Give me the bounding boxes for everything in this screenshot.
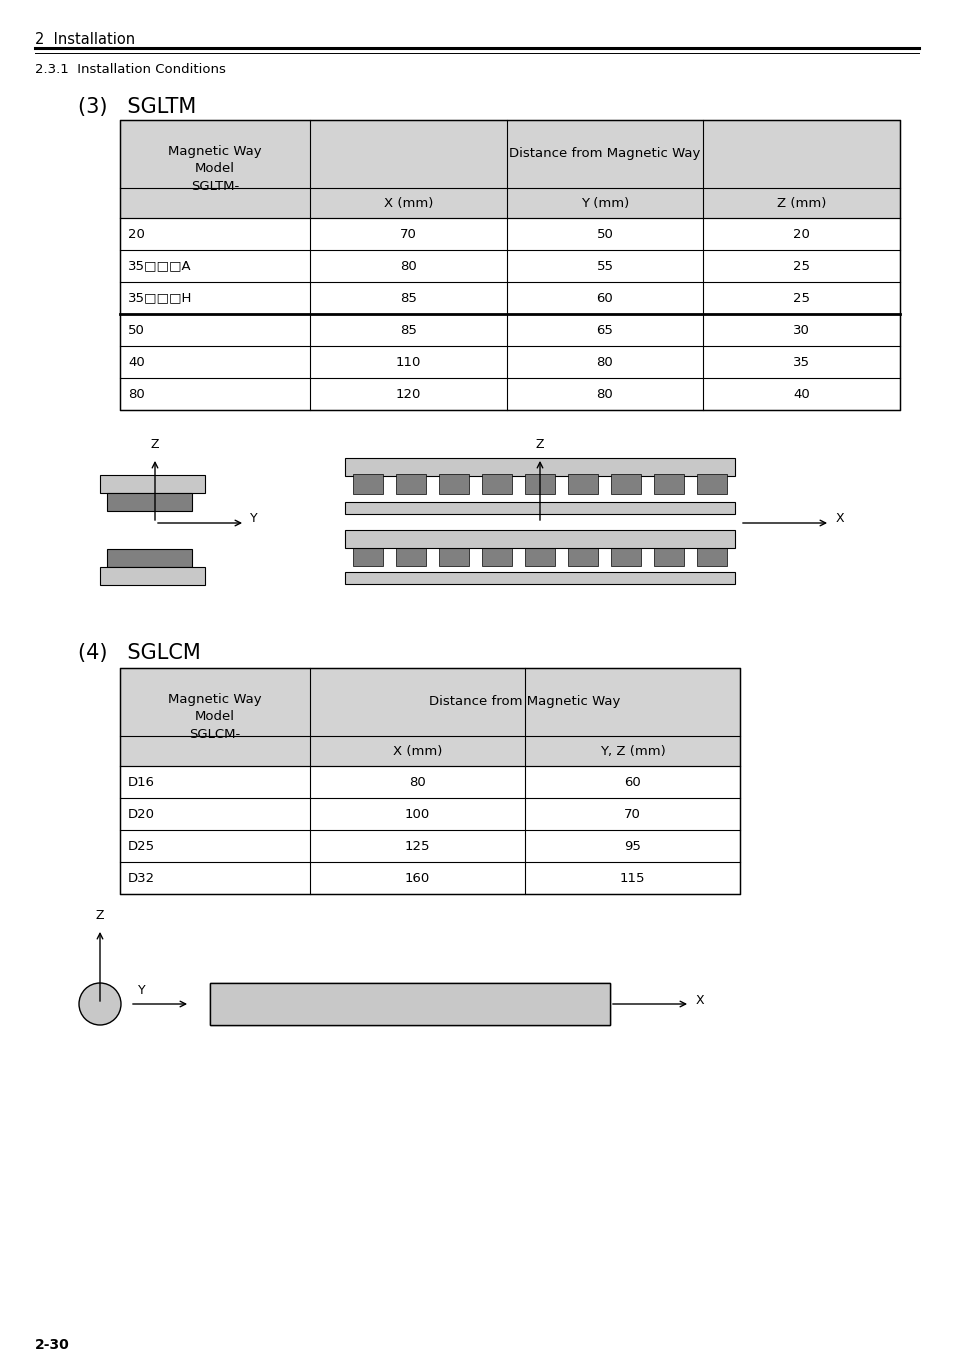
Text: 30: 30 (792, 323, 809, 337)
Bar (395, 546, 426, 566)
Text: Distance from Magnetic Way: Distance from Magnetic Way (509, 147, 700, 161)
Text: 100: 100 (404, 807, 430, 821)
Text: X: X (835, 512, 843, 526)
Text: (3)   SGLTM: (3) SGLTM (78, 97, 196, 118)
Bar (654, 546, 683, 566)
Text: (4)   SGLCM: (4) SGLCM (78, 644, 200, 662)
Text: 120: 120 (395, 388, 420, 400)
Bar (438, 475, 469, 493)
Bar (654, 475, 683, 493)
Bar (395, 475, 426, 493)
Text: Y: Y (250, 512, 257, 526)
Bar (345, 458, 734, 476)
Text: 25: 25 (792, 292, 809, 304)
Text: 55: 55 (596, 260, 613, 273)
Bar (353, 546, 382, 566)
Text: Z: Z (151, 438, 159, 452)
Bar (345, 572, 734, 584)
Text: 40: 40 (793, 388, 809, 400)
Bar (697, 475, 726, 493)
Text: 2-30: 2-30 (35, 1338, 70, 1352)
Text: 70: 70 (623, 807, 640, 821)
Text: 35: 35 (792, 356, 809, 369)
Bar (120, 120, 899, 410)
Bar (120, 668, 310, 767)
Bar (107, 493, 192, 511)
Text: 95: 95 (623, 840, 640, 853)
Text: 35□□□H: 35□□□H (128, 292, 193, 304)
Text: 80: 80 (399, 260, 416, 273)
Bar (100, 566, 205, 585)
Bar (107, 549, 192, 566)
Bar (100, 475, 205, 493)
Ellipse shape (79, 983, 121, 1025)
Bar (610, 475, 640, 493)
Text: X (mm): X (mm) (383, 196, 433, 210)
Bar (210, 983, 609, 1025)
Bar (481, 475, 512, 493)
Text: 35□□□A: 35□□□A (128, 260, 192, 273)
Bar (120, 120, 310, 218)
Bar (345, 530, 734, 548)
Text: D25: D25 (128, 840, 155, 853)
Text: D16: D16 (128, 776, 154, 788)
Text: 60: 60 (596, 292, 613, 304)
Bar (310, 120, 899, 188)
Bar (567, 475, 598, 493)
Bar (610, 546, 640, 566)
Text: X (mm): X (mm) (393, 745, 442, 757)
Bar (524, 475, 555, 493)
Text: 80: 80 (128, 388, 145, 400)
Bar (120, 668, 740, 894)
Bar (345, 502, 734, 514)
Text: 80: 80 (596, 356, 613, 369)
Text: X: X (696, 994, 704, 1006)
Bar (310, 668, 740, 735)
Text: 160: 160 (404, 872, 430, 884)
Text: 110: 110 (395, 356, 420, 369)
Text: Distance from Magnetic Way: Distance from Magnetic Way (429, 695, 620, 708)
Bar (310, 735, 740, 767)
Text: 125: 125 (404, 840, 430, 853)
Bar (567, 546, 598, 566)
Text: 40: 40 (128, 356, 145, 369)
Bar (697, 546, 726, 566)
Text: 115: 115 (619, 872, 644, 884)
Text: 80: 80 (409, 776, 425, 788)
Bar (310, 188, 899, 218)
Text: D32: D32 (128, 872, 155, 884)
Text: 25: 25 (792, 260, 809, 273)
Text: Y (mm): Y (mm) (580, 196, 628, 210)
Text: Z: Z (95, 909, 104, 922)
Bar (524, 546, 555, 566)
Text: 70: 70 (399, 227, 416, 241)
Text: 50: 50 (128, 323, 145, 337)
Text: Z (mm): Z (mm) (776, 196, 825, 210)
Bar (481, 546, 512, 566)
Text: Magnetic Way
Model
SGLTM-: Magnetic Way Model SGLTM- (168, 146, 261, 192)
Text: Y, Z (mm): Y, Z (mm) (599, 745, 664, 757)
Text: 2  Installation: 2 Installation (35, 32, 135, 47)
Text: 50: 50 (596, 227, 613, 241)
Text: 20: 20 (792, 227, 809, 241)
Text: 80: 80 (596, 388, 613, 400)
Text: 2.3.1  Installation Conditions: 2.3.1 Installation Conditions (35, 64, 226, 76)
Text: 65: 65 (596, 323, 613, 337)
Text: 20: 20 (128, 227, 145, 241)
Text: 85: 85 (399, 292, 416, 304)
Text: 60: 60 (623, 776, 640, 788)
Bar (353, 475, 382, 493)
Text: Magnetic Way
Model
SGLCM-: Magnetic Way Model SGLCM- (168, 694, 261, 741)
Text: Y: Y (138, 983, 146, 996)
Text: D20: D20 (128, 807, 154, 821)
Text: 85: 85 (399, 323, 416, 337)
Text: Z: Z (536, 438, 543, 452)
Bar (210, 983, 609, 1025)
Bar (438, 546, 469, 566)
